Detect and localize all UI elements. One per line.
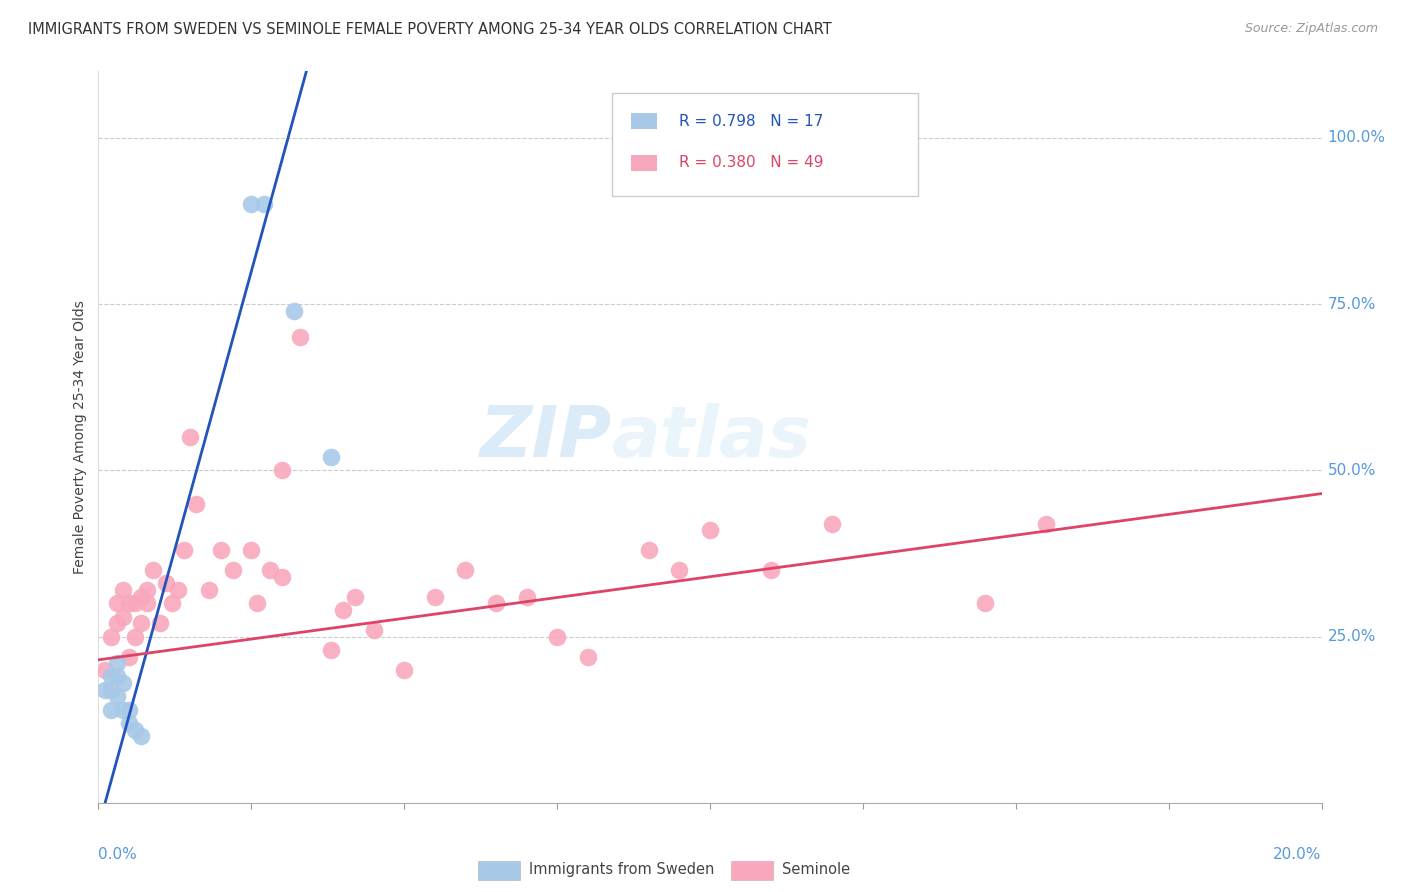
Point xyxy=(252,197,274,211)
Point xyxy=(142,563,165,577)
Point xyxy=(100,630,122,644)
Point xyxy=(105,690,128,704)
Point xyxy=(332,603,354,617)
Point xyxy=(516,590,538,604)
Point xyxy=(821,516,844,531)
Point xyxy=(240,197,263,211)
Point xyxy=(186,497,208,511)
Point xyxy=(1035,516,1057,531)
Point xyxy=(118,649,141,664)
Point xyxy=(240,543,263,558)
Point xyxy=(149,616,172,631)
Point xyxy=(129,590,152,604)
Point xyxy=(93,682,115,697)
Text: R = 0.798   N = 17: R = 0.798 N = 17 xyxy=(679,113,824,128)
Text: ZIP: ZIP xyxy=(479,402,612,472)
Point xyxy=(129,729,152,743)
Point xyxy=(167,582,190,597)
Text: 100.0%: 100.0% xyxy=(1327,130,1386,145)
Text: 20.0%: 20.0% xyxy=(1274,847,1322,862)
Point xyxy=(209,543,232,558)
Point xyxy=(179,430,201,444)
Point xyxy=(124,630,146,644)
Point xyxy=(344,590,367,604)
Point xyxy=(100,669,122,683)
Point xyxy=(668,563,690,577)
Point xyxy=(118,716,141,731)
Point xyxy=(699,523,721,537)
Point xyxy=(173,543,195,558)
Text: Immigrants from Sweden: Immigrants from Sweden xyxy=(529,863,714,877)
Point xyxy=(111,703,134,717)
Point xyxy=(105,596,128,610)
Bar xyxy=(630,154,658,171)
Text: atlas: atlas xyxy=(612,402,811,472)
Point xyxy=(93,663,115,677)
Text: Source: ZipAtlas.com: Source: ZipAtlas.com xyxy=(1244,22,1378,36)
Point xyxy=(290,330,312,344)
Point xyxy=(319,450,342,464)
Bar xyxy=(630,113,658,129)
Point xyxy=(270,463,292,477)
Point xyxy=(222,563,245,577)
Point xyxy=(392,663,416,677)
Point xyxy=(637,543,661,558)
Point xyxy=(155,576,177,591)
Y-axis label: Female Poverty Among 25-34 Year Olds: Female Poverty Among 25-34 Year Olds xyxy=(73,300,87,574)
Text: Seminole: Seminole xyxy=(782,863,849,877)
Point xyxy=(124,723,146,737)
Point xyxy=(105,616,128,631)
Text: 75.0%: 75.0% xyxy=(1327,297,1376,311)
Point xyxy=(485,596,508,610)
Point xyxy=(546,630,568,644)
Point xyxy=(363,623,385,637)
Text: 0.0%: 0.0% xyxy=(98,847,138,862)
Point xyxy=(111,582,134,597)
Point xyxy=(100,682,122,697)
Text: 25.0%: 25.0% xyxy=(1327,629,1376,644)
FancyBboxPatch shape xyxy=(612,94,918,195)
Point xyxy=(118,596,141,610)
Point xyxy=(319,643,342,657)
Point xyxy=(136,596,159,610)
Text: R = 0.380   N = 49: R = 0.380 N = 49 xyxy=(679,155,824,170)
Point xyxy=(111,676,134,690)
Point xyxy=(454,563,477,577)
Point xyxy=(246,596,269,610)
Point xyxy=(283,303,305,318)
Point xyxy=(129,616,152,631)
Point xyxy=(759,563,782,577)
Point xyxy=(100,703,122,717)
Point xyxy=(160,596,183,610)
Text: IMMIGRANTS FROM SWEDEN VS SEMINOLE FEMALE POVERTY AMONG 25-34 YEAR OLDS CORRELAT: IMMIGRANTS FROM SWEDEN VS SEMINOLE FEMAL… xyxy=(28,22,832,37)
Point xyxy=(124,596,146,610)
Point xyxy=(259,563,281,577)
Point xyxy=(136,582,159,597)
Point xyxy=(111,609,134,624)
Point xyxy=(270,570,292,584)
Text: 50.0%: 50.0% xyxy=(1327,463,1376,478)
Point xyxy=(423,590,446,604)
Point xyxy=(197,582,219,597)
Point xyxy=(118,703,141,717)
Point xyxy=(974,596,997,610)
Point xyxy=(105,656,128,670)
Point xyxy=(576,649,599,664)
Point xyxy=(105,669,128,683)
